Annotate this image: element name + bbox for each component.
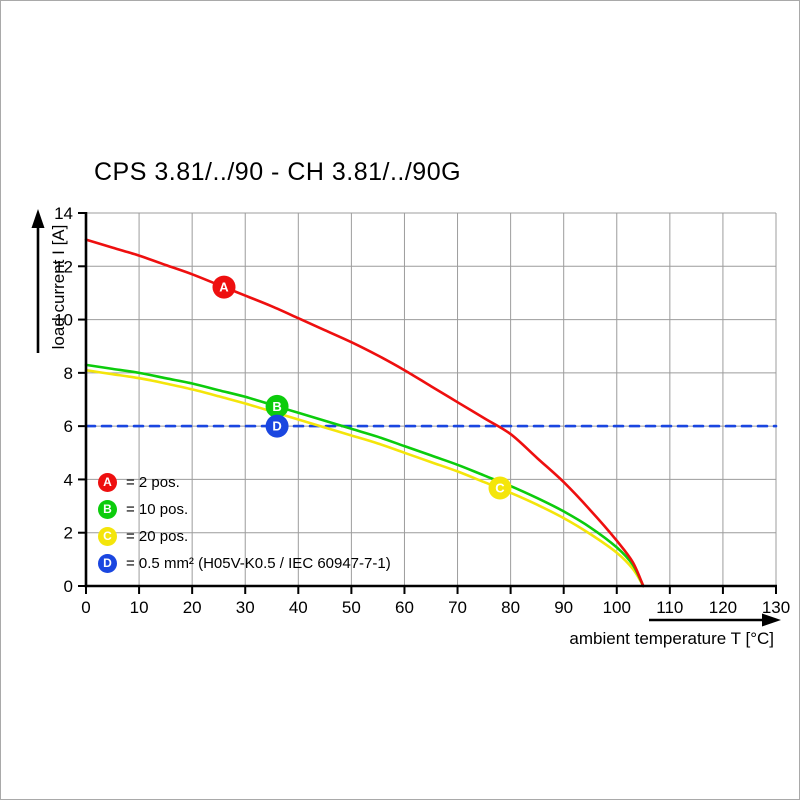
marker-D-icon [265, 414, 289, 438]
legend-badge-c-icon: C [98, 527, 117, 546]
x-tick-label: 0 [81, 598, 90, 617]
chart-legend: A = 2 pos. B = 10 pos. C = 20 pos. D = 0… [98, 469, 391, 577]
legend-label-c: = 20 pos. [126, 528, 189, 545]
y-tick-label: 8 [64, 364, 73, 383]
marker-B-letter: B [272, 399, 281, 414]
legend-badge-d-icon: D [98, 554, 117, 573]
y-tick-label: 2 [64, 524, 73, 543]
marker-A-icon [212, 275, 236, 299]
marker-C-icon [488, 476, 512, 500]
x-tick-label: 50 [342, 598, 361, 617]
legend-label-d: = 0.5 mm² (H05V-K0.5 / IEC 60947-7-1) [126, 555, 391, 572]
x-tick-label: 10 [130, 598, 149, 617]
x-axis-arrow-icon [762, 613, 781, 627]
x-tick-label: 60 [395, 598, 414, 617]
legend-badge-a-icon: A [98, 473, 117, 492]
y-tick-label: 0 [64, 577, 73, 596]
curve-C [84, 368, 645, 588]
legend-badge-b-icon: B [98, 500, 117, 519]
y-tick-label: 4 [64, 470, 73, 489]
legend-label-b: = 10 pos. [126, 501, 189, 518]
legend-item-d: D = 0.5 mm² (H05V-K0.5 / IEC 60947-7-1) [98, 550, 391, 577]
curve-A [84, 238, 645, 588]
y-tick-label: 14 [54, 204, 73, 223]
marker-C-letter: C [495, 480, 505, 495]
curve-B [84, 363, 645, 588]
y-tick-label: 10 [54, 311, 73, 330]
x-tick-label: 90 [554, 598, 573, 617]
legend-item-b: B = 10 pos. [98, 496, 391, 523]
x-tick-label: 70 [448, 598, 467, 617]
legend-item-a: A = 2 pos. [98, 469, 391, 496]
y-axis-arrow-icon [31, 209, 45, 228]
x-axis-label: ambient temperature T [°C] [569, 629, 774, 648]
x-tick-label: 120 [709, 598, 737, 617]
x-tick-label: 20 [183, 598, 202, 617]
y-tick-label: 12 [54, 257, 73, 276]
legend-label-a: = 2 pos. [126, 474, 180, 491]
legend-item-c: C = 20 pos. [98, 523, 391, 550]
x-tick-label: 130 [762, 598, 790, 617]
marker-D-letter: D [272, 419, 281, 434]
x-tick-label: 80 [501, 598, 520, 617]
marker-B-icon [265, 394, 289, 418]
marker-A-letter: A [219, 280, 229, 295]
y-tick-label: 6 [64, 417, 73, 436]
x-tick-label: 40 [289, 598, 308, 617]
y-axis-label: load current I [A] [49, 224, 68, 350]
x-tick-label: 110 [656, 598, 683, 617]
chart-title: CPS 3.81/../90 - CH 3.81/../90G [94, 158, 462, 186]
x-tick-label: 30 [236, 598, 255, 617]
x-tick-label: 100 [603, 598, 631, 617]
